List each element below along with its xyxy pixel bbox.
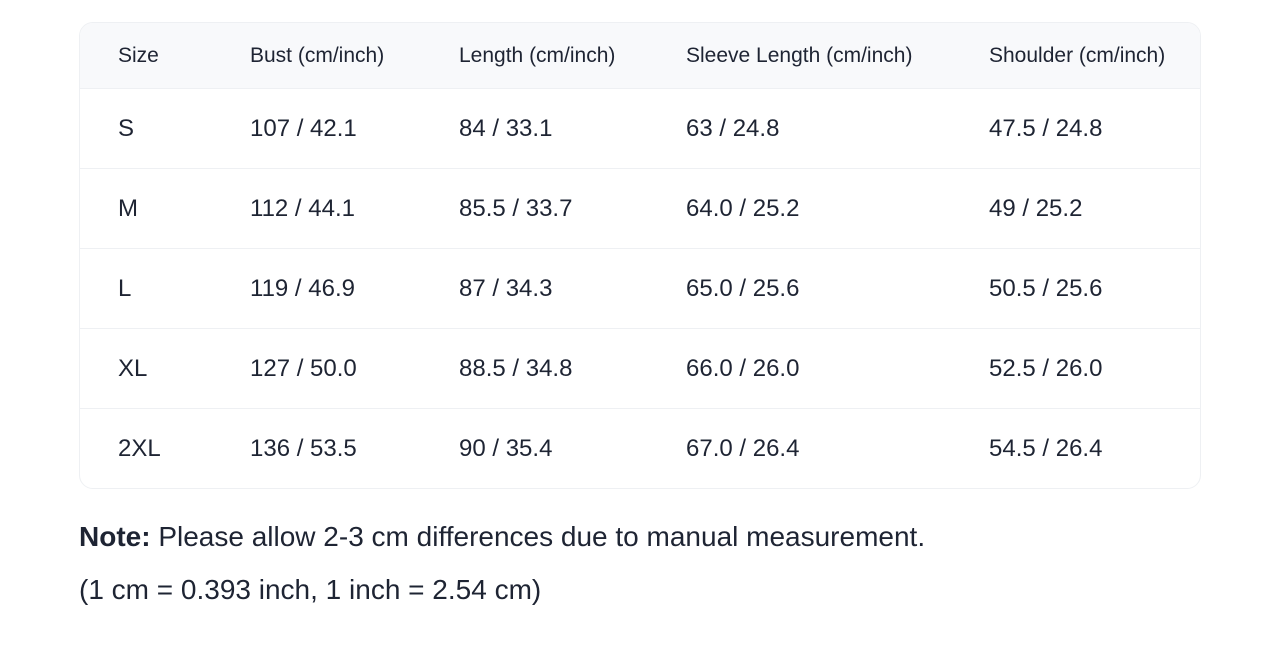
size-table-container: Size Bust (cm/inch) Length (cm/inch) Sleeve… — [79, 22, 1201, 489]
table-cell: 52.5 / 26.0 — [951, 328, 1200, 409]
table-cell: 119 / 46.9 — [212, 248, 421, 329]
table-row: L 119 / 46.9 87 / 34.3 65.0 / 25.6 50.5 / 25… — [80, 248, 1200, 329]
header-cell: Shoulder (cm/inch) — [951, 23, 1200, 89]
note-label: Note: — [79, 521, 151, 552]
table-cell: 63 / 24.8 — [648, 88, 951, 169]
conversion-note: (1 cm = 0.393 inch, 1 inch = 2.54 cm) — [79, 574, 542, 605]
table-cell: 136 / 53.5 — [212, 408, 421, 488]
table-cell: 107 / 42.1 — [212, 88, 421, 169]
table-row: XL 127 / 50.0 88.5 / 34.8 66.0 / 26.0 52.5 /… — [80, 328, 1200, 409]
table-cell: 84 / 33.1 — [421, 88, 648, 169]
table-cell: XL — [80, 328, 212, 409]
table-cell: 64.0 / 25.2 — [648, 168, 951, 249]
header-cell: Bust (cm/inch) — [212, 23, 421, 89]
table-cell: 88.5 / 34.8 — [421, 328, 648, 409]
note-text: Please allow 2-3 cm differences due to m… — [158, 521, 926, 552]
header-cell: Size — [80, 23, 212, 89]
table-cell: 112 / 44.1 — [212, 168, 421, 249]
table-cell: 87 / 34.3 — [421, 248, 648, 329]
note: Note: Please allow 2-3 cm differences du… — [79, 519, 925, 555]
table-row: M 112 / 44.1 85.5 / 33.7 64.0 / 25.2 49 / 25… — [80, 168, 1200, 249]
header-row: Size Bust (cm/inch) Length (cm/inch) Sleeve… — [80, 23, 1200, 89]
table-row: S 107 / 42.1 84 / 33.1 63 / 24.8 47.5 / 24.8 — [80, 88, 1200, 169]
table-cell: 85.5 / 33.7 — [421, 168, 648, 249]
table-cell: 66.0 / 26.0 — [648, 328, 951, 409]
table-cell: 49 / 25.2 — [951, 168, 1200, 249]
size-table: Size Bust (cm/inch) Length (cm/inch) Sleeve… — [80, 23, 1200, 488]
table-cell: 54.5 / 26.4 — [951, 408, 1200, 488]
table-cell: S — [80, 88, 212, 169]
table-cell: M — [80, 168, 212, 249]
table-body: S 107 / 42.1 84 / 33.1 63 / 24.8 47.5 / 24.8… — [80, 88, 1200, 488]
table-cell: 67.0 / 26.4 — [648, 408, 951, 488]
table-cell: L — [80, 248, 212, 329]
table-cell: 90 / 35.4 — [421, 408, 648, 488]
table-cell: 50.5 / 25.6 — [951, 248, 1200, 329]
header-cell: Sleeve Length (cm/inch) — [648, 23, 951, 89]
table-cell: 2XL — [80, 408, 212, 488]
table-row: 2XL 136 / 53.5 90 / 35.4 67.0 / 26.4 54.5 / … — [80, 408, 1200, 488]
table-cell: 47.5 / 24.8 — [951, 88, 1200, 169]
table-cell: 127 / 50.0 — [212, 328, 421, 409]
header-cell: Length (cm/inch) — [421, 23, 648, 89]
table-cell: 65.0 / 25.6 — [648, 248, 951, 329]
